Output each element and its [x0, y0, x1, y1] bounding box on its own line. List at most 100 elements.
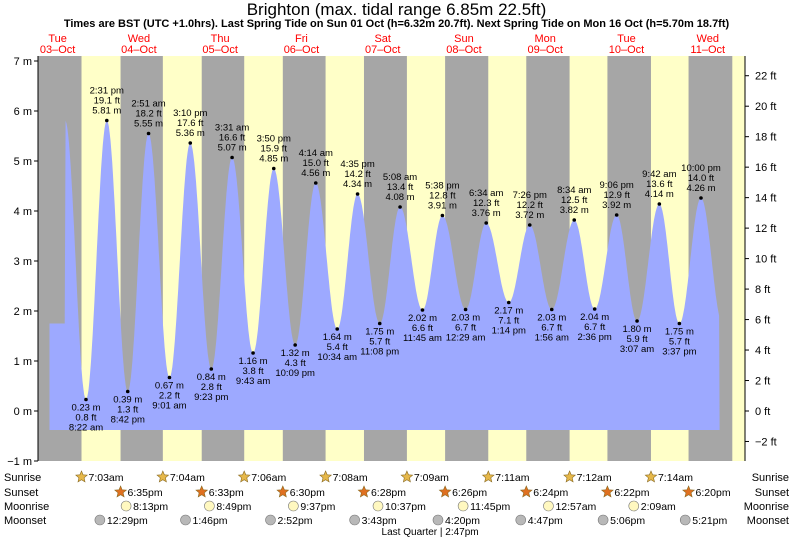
tide-label: 0.39 m [113, 395, 142, 406]
tide-point [84, 397, 88, 402]
moonset-time: 12:29pm [107, 515, 148, 527]
moonset-time: 1:46pm [193, 515, 228, 527]
sunset-time: 6:35pm [128, 487, 163, 499]
y-tick-label-m: 5 m [14, 156, 32, 168]
tide-label: 11:08 pm [360, 347, 399, 358]
tide-label: 3:50 pm [257, 134, 291, 145]
sunrise-icon [481, 470, 495, 483]
tide-label: 14.2 ft [344, 169, 371, 180]
sunrise-icon [400, 470, 414, 483]
daylight-band [732, 56, 745, 461]
tide-point [377, 321, 382, 326]
tide-label: 2.04 m [580, 312, 609, 323]
moonrise-time: 10:37pm [385, 501, 426, 513]
row-label-left: Moonset [4, 515, 46, 527]
tide-label: 5.36 m [176, 128, 205, 139]
tide-label: 9:06 pm [600, 180, 634, 191]
y-tick-label-m: 7 m [14, 56, 32, 68]
row-label-right: Moonset [747, 515, 789, 527]
sunset-icon [195, 485, 209, 498]
moonrise-icon [204, 500, 215, 512]
tide-label: 4:14 am [299, 148, 333, 159]
tide-label: 8:42 pm [111, 415, 145, 426]
tide-label: 1.75 m [365, 327, 394, 338]
y-tick-label-ft: 2 ft [755, 376, 770, 388]
tide-point [506, 300, 511, 305]
tide-label: 14.0 ft [688, 173, 715, 184]
sunset-time: 6:26pm [452, 487, 487, 499]
tide-point [592, 307, 597, 311]
moonset-icon [349, 514, 360, 526]
tide-label: 16.6 ft [219, 133, 246, 144]
tide-label: 3:10 pm [173, 108, 207, 119]
tide-point [271, 166, 276, 171]
moonrise-icon [120, 500, 132, 512]
date-label: 08–Oct [446, 44, 481, 56]
sunset-icon [519, 485, 533, 498]
tide-label: 2.8 ft [201, 382, 222, 393]
tide-point [463, 307, 468, 312]
y-tick-label-ft: 8 ft [755, 284, 770, 296]
tide-label: 1.32 m [281, 348, 310, 359]
moonrise-icon [543, 500, 554, 512]
tide-label: 13.6 ft [646, 179, 673, 190]
tide-point [398, 205, 402, 209]
tide-label: 5.55 m [134, 119, 163, 130]
sunset-icon [114, 485, 128, 498]
y-tick-label-m: 3 m [14, 256, 32, 268]
y-tick-label-m: 4 m [14, 206, 32, 218]
tide-label: 4.56 m [301, 168, 330, 179]
moonset-icon [432, 514, 444, 526]
moonset-icon [180, 514, 191, 526]
tide-label: 3.72 m [515, 210, 544, 221]
moonrise-time: 2:09am [641, 501, 676, 513]
tide-point [188, 141, 193, 145]
tide-point [146, 131, 151, 136]
sunset-icon [600, 485, 614, 498]
tide-point [209, 367, 214, 371]
moonset-time: 5:21pm [692, 515, 727, 527]
sunrise-time: 7:08am [333, 472, 368, 484]
moonrise-icon [372, 500, 384, 512]
tide-label: 9:23 pm [194, 392, 228, 403]
date-label: 11–Oct [690, 44, 725, 56]
sunset-time: 6:30pm [290, 487, 325, 499]
tide-label: 5.9 ft [626, 334, 647, 345]
sunrise-time: 7:14am [658, 472, 693, 484]
tide-point [677, 321, 682, 326]
date-label: 04–Oct [121, 44, 156, 56]
tide-label: 1.75 m [665, 327, 694, 338]
tide-point [230, 155, 234, 160]
moonrise-icon [628, 500, 640, 512]
y-tick-label-ft: 12 ft [755, 223, 776, 235]
tide-label: 0.23 m [71, 403, 100, 414]
moonset-icon [265, 514, 276, 526]
moonset-time: 2:52pm [278, 515, 313, 527]
tide-label: 2.03 m [451, 313, 480, 324]
tide-label: 7:26 pm [513, 190, 547, 201]
sunrise-time: 7:06am [251, 472, 286, 484]
tide-label: 5:08 am [383, 172, 417, 183]
tide-label: 1:56 am [535, 333, 569, 344]
tide-label: 4.34 m [343, 179, 372, 190]
chart-title: Brighton (max. tidal range 6.85m 22.5ft) [246, 0, 547, 19]
y-tick-label-ft: 4 ft [755, 345, 770, 357]
tide-label: 9:43 am [236, 376, 270, 387]
day-of-week-label: Fri [295, 33, 308, 45]
sunset-time: 6:28pm [371, 487, 406, 499]
tide-label: 10:09 pm [275, 368, 315, 379]
moonset-icon [515, 514, 527, 526]
tide-label: 5.7 ft [369, 337, 390, 348]
tide-label: 6.7 ft [584, 322, 605, 333]
chart-subtitle: Times are BST (UTC +1.0hrs). Last Spring… [63, 18, 730, 30]
tide-label: 1:14 pm [492, 326, 526, 337]
row-label-left: Moonrise [4, 501, 49, 513]
tide-label: 3.76 m [472, 208, 501, 219]
sunrise-time: 7:04am [170, 472, 205, 484]
tide-label: 7.1 ft [498, 316, 519, 327]
tide-label: 19.1 ft [94, 96, 121, 107]
y-tick-label-ft: 10 ft [755, 254, 776, 266]
tide-point [699, 196, 703, 200]
tide-label: 3:31 am [215, 123, 249, 134]
tide-label: 2.02 m [408, 313, 437, 324]
